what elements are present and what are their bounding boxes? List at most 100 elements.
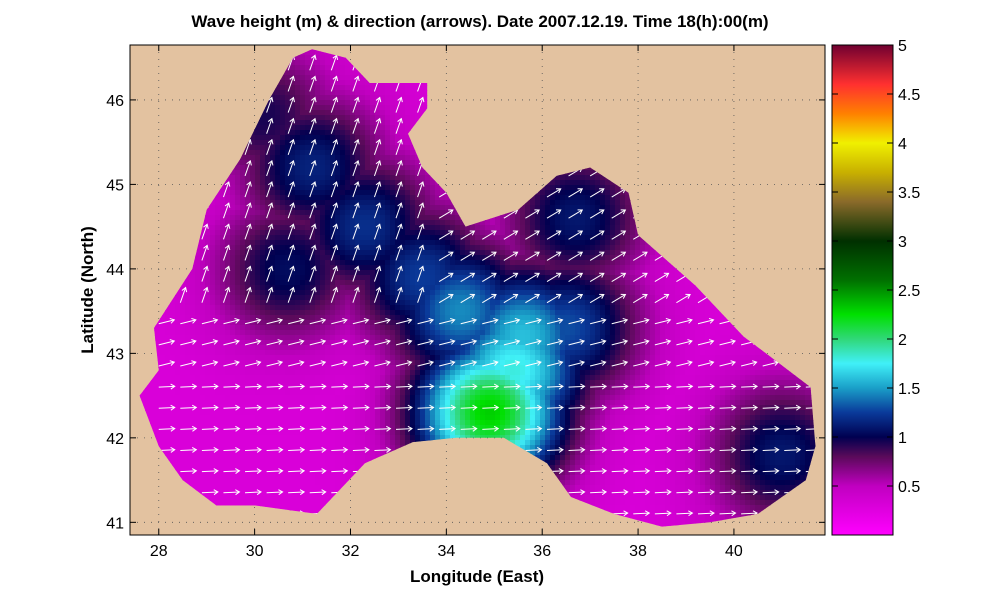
field-cell bbox=[330, 215, 336, 221]
field-cell bbox=[420, 190, 426, 196]
field-cell bbox=[235, 200, 241, 206]
field-cell bbox=[580, 195, 586, 201]
field-cell bbox=[230, 190, 236, 196]
field-cell bbox=[390, 175, 396, 181]
field-cell bbox=[275, 145, 281, 151]
field-cell bbox=[425, 195, 431, 201]
field-cell bbox=[570, 200, 576, 206]
field-cell bbox=[315, 220, 321, 226]
field-cell bbox=[335, 110, 341, 116]
field-cell bbox=[400, 175, 406, 181]
field-cell bbox=[585, 190, 591, 196]
field-cell bbox=[370, 105, 376, 111]
field-cell bbox=[300, 180, 306, 186]
field-cell bbox=[260, 130, 266, 136]
field-cell bbox=[235, 205, 241, 211]
field-cell bbox=[365, 165, 371, 171]
field-cell bbox=[545, 185, 551, 191]
field-cell bbox=[405, 110, 411, 116]
field-cell bbox=[365, 210, 371, 216]
field-cell bbox=[260, 215, 266, 221]
field-cell bbox=[305, 140, 311, 146]
field-cell bbox=[360, 150, 366, 156]
field-cell bbox=[295, 95, 301, 101]
field-cell bbox=[340, 100, 346, 106]
field-cell bbox=[340, 165, 346, 171]
field-cell bbox=[285, 90, 291, 96]
field-cell bbox=[320, 185, 326, 191]
field-cell bbox=[315, 150, 321, 156]
field-cell bbox=[285, 155, 291, 161]
field-cell bbox=[270, 165, 276, 171]
field-cell bbox=[405, 160, 411, 166]
field-cell bbox=[210, 205, 216, 211]
field-cell bbox=[220, 205, 226, 211]
field-cell bbox=[405, 195, 411, 201]
field-cell bbox=[290, 65, 296, 71]
field-cell bbox=[575, 175, 581, 181]
field-cell bbox=[335, 210, 341, 216]
field-cell bbox=[370, 160, 376, 166]
field-cell bbox=[370, 185, 376, 191]
field-cell bbox=[560, 210, 566, 216]
field-cell bbox=[305, 100, 311, 106]
field-cell bbox=[350, 135, 356, 141]
field-cell bbox=[365, 105, 371, 111]
field-cell bbox=[340, 150, 346, 156]
field-cell bbox=[420, 215, 426, 221]
field-cell bbox=[340, 200, 346, 206]
field-cell bbox=[540, 195, 546, 201]
field-cell bbox=[415, 100, 421, 106]
field-cell bbox=[335, 190, 341, 196]
field-cell bbox=[595, 175, 601, 181]
field-cell bbox=[560, 195, 566, 201]
field-cell bbox=[365, 205, 371, 211]
field-cell bbox=[560, 180, 566, 186]
field-cell bbox=[380, 200, 386, 206]
field-cell bbox=[375, 155, 381, 161]
field-cell bbox=[340, 130, 346, 136]
field-cell bbox=[300, 95, 306, 101]
field-cell bbox=[230, 210, 236, 216]
field-cell bbox=[350, 200, 356, 206]
field-cell bbox=[585, 200, 591, 206]
field-cell bbox=[260, 210, 266, 216]
field-cell bbox=[485, 220, 491, 226]
field-cell bbox=[420, 85, 426, 91]
field-cell bbox=[295, 195, 301, 201]
field-cell bbox=[295, 180, 301, 186]
field-cell bbox=[625, 210, 631, 216]
field-cell bbox=[325, 190, 331, 196]
field-cell bbox=[385, 100, 391, 106]
field-cell bbox=[370, 220, 376, 226]
field-cell bbox=[345, 190, 351, 196]
field-cell bbox=[280, 205, 286, 211]
field-cell bbox=[300, 100, 306, 106]
field-cell bbox=[345, 210, 351, 216]
field-cell bbox=[315, 170, 321, 176]
field-cell bbox=[305, 120, 311, 126]
field-cell bbox=[380, 220, 386, 226]
field-cell bbox=[530, 200, 536, 206]
field-cell bbox=[320, 220, 326, 226]
field-cell bbox=[275, 120, 281, 126]
field-cell bbox=[385, 215, 391, 221]
field-cell bbox=[595, 180, 601, 186]
field-cell bbox=[620, 220, 626, 226]
field-cell bbox=[260, 145, 266, 151]
field-cell bbox=[240, 190, 246, 196]
field-cell bbox=[320, 95, 326, 101]
field-cell bbox=[625, 200, 631, 206]
field-cell bbox=[560, 190, 566, 196]
field-cell bbox=[280, 95, 286, 101]
field-cell bbox=[420, 90, 426, 96]
field-cell bbox=[555, 220, 561, 226]
field-cell bbox=[300, 165, 306, 171]
field-cell bbox=[555, 195, 561, 201]
field-cell bbox=[310, 70, 316, 76]
field-cell bbox=[270, 215, 276, 221]
field-cell bbox=[405, 175, 411, 181]
field-cell bbox=[390, 135, 396, 141]
field-cell bbox=[550, 185, 556, 191]
field-cell bbox=[275, 125, 281, 131]
